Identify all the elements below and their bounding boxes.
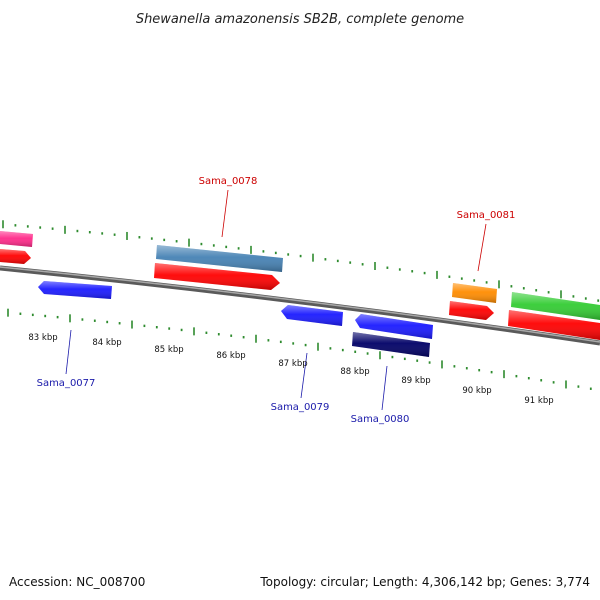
gene-feature[interactable] [508, 310, 600, 340]
gene-feature[interactable] [154, 263, 280, 290]
gene-feature-sama-0077[interactable] [38, 281, 112, 299]
gene-highlight [281, 305, 343, 326]
upper-tick-ruler [2, 220, 600, 302]
gene-highlight [508, 310, 600, 340]
gene-feature[interactable] [0, 249, 31, 264]
gene-highlight [355, 314, 433, 339]
scale-label: 88 kbp [340, 367, 369, 377]
gene-label-sama-0080[interactable]: Sama_0080 [351, 414, 410, 425]
gene-feature-sama-0078[interactable] [156, 245, 283, 272]
gene-feature-sama-0079[interactable] [281, 305, 343, 326]
scale-label: 84 kbp [92, 338, 121, 348]
map-title: Shewanella amazonensis SB2B, complete ge… [136, 12, 464, 27]
gene-label-sama-0077[interactable]: Sama_0077 [37, 378, 96, 389]
genome-backbone [0, 265, 600, 346]
gene-features [0, 231, 600, 357]
gene-feature[interactable] [355, 314, 433, 339]
scale-label: 87 kbp [278, 359, 307, 369]
gene-labels: Sama_0078 Sama_0081 Sama_0077 Sama_0079 … [37, 176, 516, 425]
scale-label: 85 kbp [154, 345, 183, 355]
gene-feature[interactable] [511, 292, 600, 320]
gene-highlight [352, 332, 430, 357]
scale-label: 83 kbp [28, 333, 57, 343]
gene-label-leaders [65, 189, 487, 411]
gene-highlight [511, 292, 600, 320]
gene-highlight [156, 245, 283, 272]
gene-feature-sama-0080[interactable] [352, 332, 430, 357]
scale-label: 89 kbp [401, 376, 430, 386]
gene-highlight [154, 263, 280, 290]
gene-feature-sama-0081[interactable] [452, 283, 497, 303]
accession-text: Accession: NC_008700 [9, 575, 145, 589]
gene-highlight [38, 281, 112, 299]
lower-tick-ruler [7, 308, 592, 390]
scale-label: 86 kbp [216, 351, 245, 361]
gene-highlight [0, 249, 31, 264]
topology-summary: Topology: circular; Length: 4,306,142 bp… [259, 575, 590, 589]
gene-feature[interactable] [449, 301, 494, 320]
scale-label: 90 kbp [462, 386, 491, 396]
gene-highlight [452, 283, 497, 303]
gene-label-sama-0078[interactable]: Sama_0078 [199, 176, 258, 187]
gene-feature[interactable] [0, 231, 33, 247]
gene-highlight [0, 231, 33, 247]
scale-label: 91 kbp [524, 396, 553, 406]
scale-labels: 83 kbp 84 kbp 85 kbp 86 kbp 87 kbp 88 kb… [28, 333, 553, 406]
gene-highlight [449, 301, 494, 320]
gene-label-sama-0079[interactable]: Sama_0079 [271, 402, 330, 413]
gene-label-sama-0081[interactable]: Sama_0081 [457, 210, 516, 221]
